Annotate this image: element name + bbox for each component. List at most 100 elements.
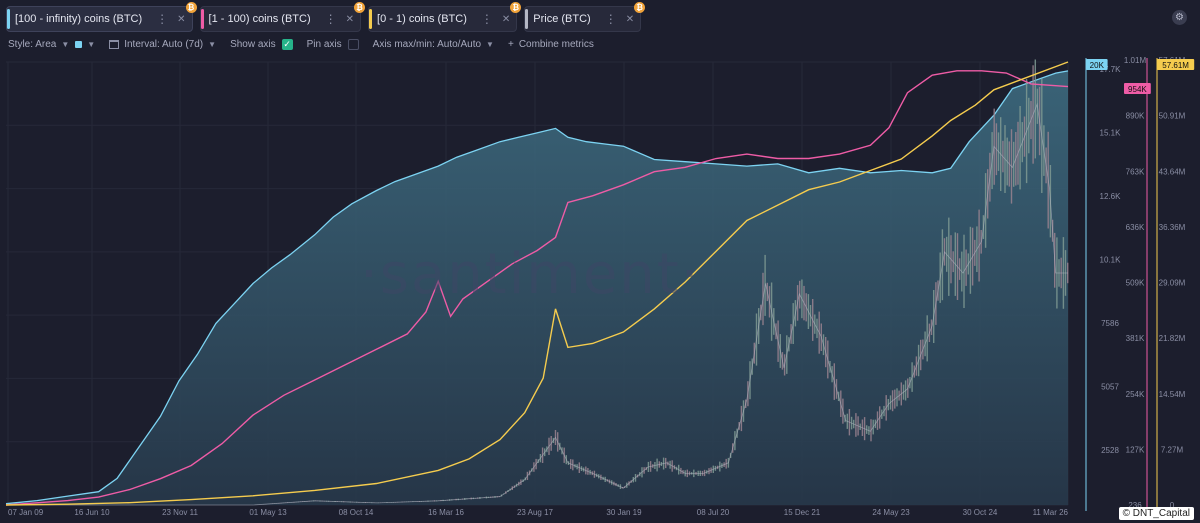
current-value-label: 954K bbox=[1128, 85, 1147, 94]
y-tick-label: 127K bbox=[1126, 445, 1145, 454]
tab-color-bar bbox=[525, 9, 529, 29]
show-axis-toggle[interactable]: Show axis ✓ bbox=[230, 39, 293, 50]
y-tick-label: 12.6K bbox=[1100, 192, 1122, 201]
x-tick-label: 30 Jan 19 bbox=[606, 508, 642, 517]
y-tick-label: 36.36M bbox=[1159, 223, 1186, 232]
tab-label: Price (BTC) bbox=[533, 13, 591, 25]
x-tick-label: 16 Jun 10 bbox=[74, 508, 110, 517]
style-label: Style: Area bbox=[8, 39, 57, 50]
close-icon[interactable]: ✕ bbox=[177, 13, 186, 25]
x-tick-label: 15 Dec 21 bbox=[784, 508, 821, 517]
y-tick-label: 10.1K bbox=[1100, 256, 1122, 265]
line-0-1-coins bbox=[5, 61, 1069, 506]
chevron-down-icon: ▼ bbox=[486, 40, 494, 49]
santiment-watermark: ·santiment· bbox=[360, 242, 701, 307]
y-tick-label: 43.64M bbox=[1159, 167, 1186, 176]
y-tick-label: 636K bbox=[1126, 223, 1145, 232]
tab-price-btc[interactable]: Price (BTC) ⋮ ✕ ₿ bbox=[524, 2, 646, 32]
tab-1-100-coins[interactable]: [1 - 100) coins (BTC) ⋮ ✕ ₿ bbox=[199, 2, 366, 32]
interval-label: Interval: Auto (7d) bbox=[124, 39, 204, 50]
style-dropdown[interactable]: Style: Area ▼ ▼ bbox=[8, 39, 95, 50]
bitcoin-icon: ₿ bbox=[634, 2, 646, 13]
more-options-icon[interactable]: ⋮ bbox=[324, 12, 337, 26]
y-tick-label: 5057 bbox=[1101, 383, 1119, 392]
tab-label: [0 - 1) coins (BTC) bbox=[377, 13, 467, 25]
credit-badge: © DNT_Capital bbox=[1118, 507, 1194, 520]
series-lines bbox=[5, 61, 1069, 506]
y-tick-label: 890K bbox=[1126, 112, 1145, 121]
bitcoin-icon: ₿ bbox=[510, 2, 522, 13]
current-value-label: 57.61M bbox=[1162, 61, 1189, 70]
combine-label: Combine metrics bbox=[518, 39, 594, 50]
x-tick-label: 23 Nov 11 bbox=[162, 508, 198, 517]
y-tick-label: 29.09M bbox=[1159, 279, 1186, 288]
y-tick-label: 15.1K bbox=[1100, 129, 1122, 138]
interval-dropdown[interactable]: Interval: Auto (7d) ▼ bbox=[109, 39, 216, 50]
calendar-icon bbox=[109, 40, 120, 49]
more-options-icon[interactable]: ⋮ bbox=[480, 12, 493, 26]
current-value-label: 20K bbox=[1090, 61, 1105, 70]
series-area-100-infinity bbox=[5, 70, 1069, 506]
tab-label: [1 - 100) coins (BTC) bbox=[208, 13, 311, 25]
chevron-down-icon: ▼ bbox=[61, 40, 70, 49]
y-tick-label: 50.91M bbox=[1159, 112, 1186, 121]
show-axis-label: Show axis bbox=[230, 39, 276, 50]
settings-icon[interactable]: ⚙ bbox=[1172, 10, 1187, 25]
tab-0-1-coins[interactable]: [0 - 1) coins (BTC) ⋮ ✕ ₿ bbox=[368, 2, 522, 32]
axis-maxmin-dropdown[interactable]: Axis max/min: Auto/Auto ▼ bbox=[373, 39, 494, 50]
line-1-100-coins bbox=[5, 70, 1069, 506]
y-tick-label: 17.7K bbox=[1100, 65, 1122, 74]
x-tick-label: 30 Oct 24 bbox=[963, 508, 998, 517]
y-tick-label: 763K bbox=[1126, 167, 1145, 176]
checkbox-unchecked-icon[interactable] bbox=[347, 39, 359, 50]
x-tick-label: 24 May 23 bbox=[872, 508, 910, 517]
more-options-icon[interactable]: ⋮ bbox=[156, 12, 169, 26]
x-tick-label: 11 Mar 26 bbox=[1033, 508, 1069, 517]
current-value-badge bbox=[1157, 59, 1195, 70]
x-tick-label: 07 Jan 09 bbox=[8, 508, 44, 517]
pin-axis-label: Pin axis bbox=[306, 39, 342, 50]
bitcoin-icon: ₿ bbox=[354, 2, 366, 13]
x-tick-label: 01 May 13 bbox=[249, 508, 287, 517]
tab-100-infinity-coins[interactable]: [100 - infinity) coins (BTC) ⋮ ✕ ₿ bbox=[6, 2, 197, 32]
checkbox-checked-icon[interactable]: ✓ bbox=[281, 39, 293, 50]
y-tick-label: 236 bbox=[1128, 501, 1142, 510]
metric-tabs: [100 - infinity) coins (BTC) ⋮ ✕ ₿ [1 - … bbox=[6, 2, 646, 32]
tab-label: [100 - infinity) coins (BTC) bbox=[15, 13, 143, 25]
x-tick-label: 08 Jul 20 bbox=[697, 508, 730, 517]
y-tick-label: 7586 bbox=[1101, 319, 1119, 328]
combine-metrics-button[interactable]: + Combine metrics bbox=[508, 39, 594, 50]
axis-maxmin-label: Axis max/min: Auto/Auto bbox=[372, 39, 482, 50]
y-tick-label: 254K bbox=[1126, 390, 1145, 399]
plus-icon: + bbox=[507, 39, 514, 50]
more-options-icon[interactable]: ⋮ bbox=[604, 12, 617, 26]
y-tick-label: 2528 bbox=[1101, 446, 1119, 455]
close-icon[interactable]: ✕ bbox=[501, 13, 511, 25]
close-icon[interactable]: ✕ bbox=[625, 13, 635, 25]
y-tick-label: 7.27M bbox=[1161, 445, 1184, 454]
current-value-badge bbox=[1124, 83, 1151, 94]
metric-toolbar: Style: Area ▼ ▼ Interval: Auto (7d) ▼ Sh… bbox=[8, 39, 608, 50]
y-tick-label: 509K bbox=[1126, 279, 1145, 288]
x-tick-label: 08 Oct 14 bbox=[339, 508, 374, 517]
tab-color-bar bbox=[200, 9, 204, 29]
price-line bbox=[6, 102, 1068, 506]
pin-axis-toggle[interactable]: Pin axis bbox=[307, 39, 359, 50]
y-tick-label: 381K bbox=[1126, 334, 1145, 343]
series-price-candles bbox=[6, 59, 1069, 506]
x-axis: 07 Jan 09 16 Jun 10 23 Nov 11 01 May 13 08 O… bbox=[8, 508, 1069, 517]
chevron-down-icon: ▼ bbox=[208, 40, 217, 49]
tab-color-bar bbox=[7, 9, 10, 29]
x-tick-label: 16 Mar 16 bbox=[428, 508, 465, 517]
y-tick-label: 21.82M bbox=[1159, 334, 1186, 343]
color-swatch[interactable] bbox=[75, 41, 83, 48]
chevron-down-icon: ▼ bbox=[87, 40, 96, 49]
bitcoin-icon: ₿ bbox=[185, 2, 197, 13]
area-fill-100-infinity bbox=[6, 70, 1068, 506]
current-value-badge bbox=[1086, 59, 1108, 70]
area-line-100-infinity bbox=[5, 70, 1069, 505]
close-icon[interactable]: ✕ bbox=[345, 13, 355, 25]
x-tick-label: 23 Aug 17 bbox=[517, 508, 554, 517]
